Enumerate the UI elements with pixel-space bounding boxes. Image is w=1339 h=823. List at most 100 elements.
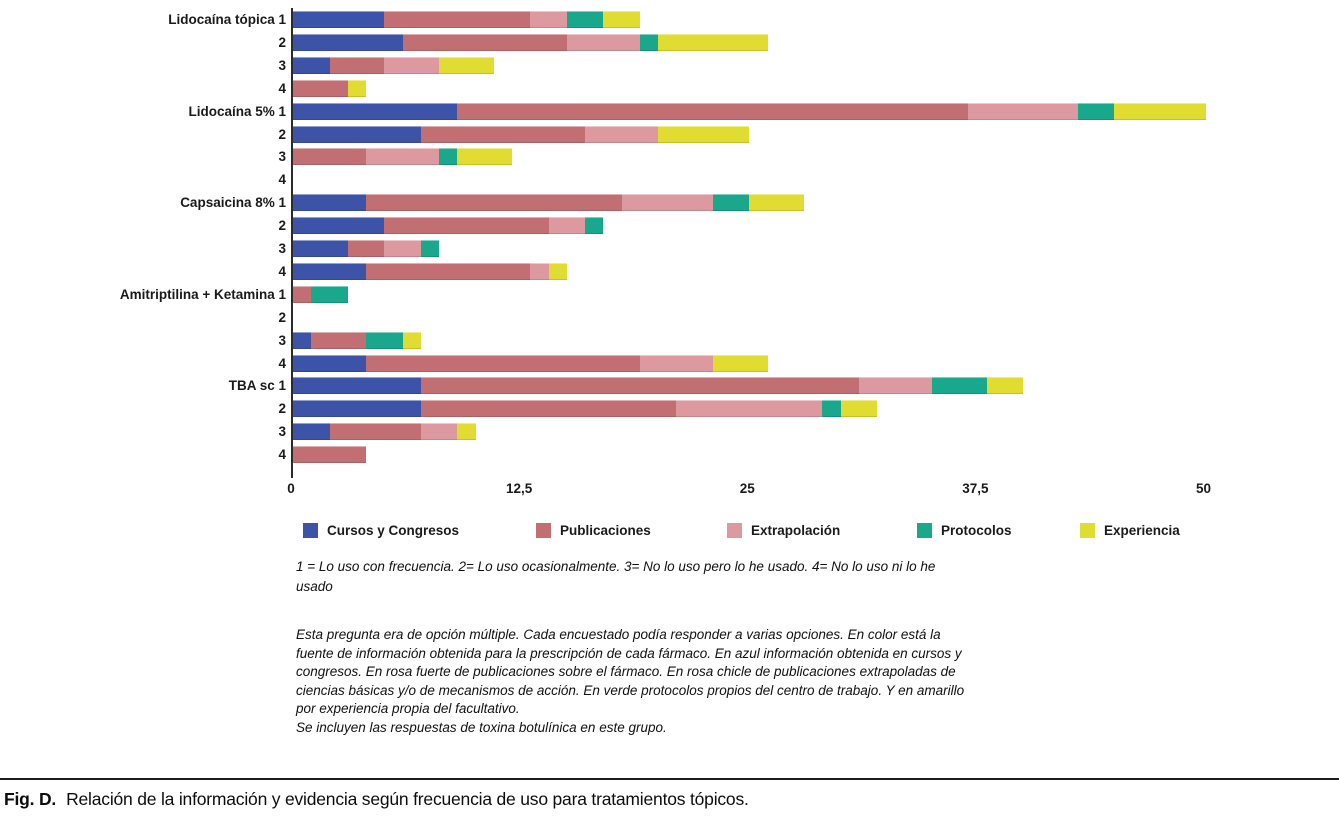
bar-segment-publicaciones — [384, 217, 549, 234]
category-label: Capsaicina 8% 1 — [180, 195, 286, 210]
bar-segment-experiencia — [439, 57, 494, 74]
bar-row — [293, 446, 366, 463]
bar-segment-extrapolaci-n — [366, 148, 439, 165]
bar-segment-cursos-y-congresos — [293, 355, 366, 372]
bar-segment-cursos-y-congresos — [293, 194, 366, 211]
bar-segment-experiencia — [658, 126, 750, 143]
bar-segment-extrapolaci-n — [530, 11, 567, 28]
bar-segment-extrapolaci-n — [639, 355, 713, 372]
category-label: 3 — [278, 333, 286, 348]
bar-segment-extrapolaci-n — [968, 103, 1078, 120]
legend-label: Publicaciones — [560, 522, 651, 538]
bar-segment-cursos-y-congresos — [293, 332, 312, 349]
caption-divider — [0, 778, 1339, 780]
note-line: usado — [296, 579, 333, 594]
y-axis-line — [291, 8, 293, 478]
legend-swatch-icon — [917, 522, 932, 538]
bar-segment-publicaciones — [420, 126, 585, 143]
category-label: 2 — [278, 401, 286, 416]
bar-segment-publicaciones — [366, 263, 531, 280]
bar-segment-experiencia — [749, 194, 804, 211]
figure-caption-label: Fig. D. — [4, 789, 57, 809]
legend-swatch-icon — [303, 522, 318, 538]
bar-segment-publicaciones — [293, 446, 366, 463]
frequency-key-note: 1 = Lo uso con frecuencia. 2= Lo uso oca… — [296, 557, 1216, 597]
bar-segment-publicaciones — [420, 377, 859, 394]
bar-segment-cursos-y-congresos — [293, 34, 403, 51]
bar-segment-experiencia — [712, 355, 768, 372]
bar-segment-extrapolaci-n — [548, 217, 585, 234]
bar-segment-publicaciones — [293, 80, 348, 97]
category-label: 4 — [278, 447, 286, 462]
bar-segment-cursos-y-congresos — [293, 377, 421, 394]
bar-segment-publicaciones — [329, 423, 421, 440]
bar-segment-experiencia — [347, 80, 366, 97]
category-label: 3 — [278, 149, 286, 164]
bar-segment-publicaciones — [420, 400, 677, 417]
bar-row — [293, 34, 768, 51]
bar-segment-experiencia — [457, 423, 476, 440]
bar-segment-experiencia — [603, 11, 640, 28]
bar-segment-extrapolaci-n — [420, 423, 458, 440]
bar-row — [293, 240, 439, 257]
category-label: TBA sc 1 — [228, 378, 286, 393]
figure-caption-text: Relación de la información y evidencia s… — [66, 789, 749, 809]
description-line: Se incluyen las respuestas de toxina bot… — [296, 719, 667, 735]
legend-swatch-icon — [727, 522, 742, 538]
stacked-bar-chart: Lidocaína tópica 1 2 3 4 Lidocaína 5% 1 2 3 4 Ca… — [120, 8, 1211, 496]
bar-segment-publicaciones — [293, 148, 366, 165]
description-line: Esta pregunta era de opción múltiple. Ca… — [296, 627, 941, 642]
bar-row — [293, 400, 877, 417]
bar-row — [293, 80, 366, 97]
legend-item: Experiencia — [1080, 522, 1180, 538]
bar-segment-experiencia — [402, 332, 421, 349]
category-label: 3 — [278, 58, 286, 73]
description-line: por experiencia propia del facultativo. — [296, 701, 520, 716]
bar-segment-publicaciones — [366, 194, 622, 211]
legend-item: Cursos y Congresos — [303, 522, 459, 538]
description-line: fuente de información obtenida para la p… — [296, 645, 962, 661]
legend-item: Publicaciones — [536, 522, 651, 538]
bar-segment-protocolos — [366, 332, 403, 349]
bar-segment-protocolos — [639, 34, 658, 51]
bar-segment-protocolos — [931, 377, 987, 394]
bar-segment-extrapolaci-n — [621, 194, 713, 211]
category-label: 2 — [278, 127, 286, 142]
bar-row — [293, 217, 604, 234]
x-tick-label: 37,5 — [962, 481, 989, 496]
bar-segment-protocolos — [585, 217, 604, 234]
legend-item: Protocolos — [917, 522, 1012, 538]
bar-segment-publicaciones — [347, 240, 385, 257]
figure-description: Esta pregunta era de opción múltiple. Ca… — [296, 626, 1216, 737]
bar-segment-cursos-y-congresos — [293, 263, 366, 280]
bar-segment-protocolos — [822, 400, 841, 417]
category-label: 4 — [278, 81, 286, 96]
bar-segment-extrapolaci-n — [566, 34, 640, 51]
category-label: 3 — [278, 241, 286, 256]
bar-row — [293, 286, 348, 303]
bar-segment-extrapolaci-n — [676, 400, 823, 417]
bar-segment-cursos-y-congresos — [293, 423, 330, 440]
bar-segment-protocolos — [420, 240, 439, 257]
bar-segment-protocolos — [566, 11, 604, 28]
bar-row — [293, 263, 567, 280]
bar-segment-publicaciones — [457, 103, 969, 120]
bar-segment-cursos-y-congresos — [293, 400, 421, 417]
bar-row — [293, 57, 494, 74]
bar-segment-experiencia — [986, 377, 1023, 394]
bar-segment-protocolos — [1077, 103, 1115, 120]
bar-segment-cursos-y-congresos — [293, 11, 385, 28]
category-label: 2 — [278, 310, 286, 325]
category-label: 3 — [278, 424, 286, 439]
legend-label: Experiencia — [1104, 522, 1180, 538]
bar-segment-protocolos — [712, 194, 750, 211]
bar-segment-cursos-y-congresos — [293, 217, 385, 234]
bar-segment-publicaciones — [366, 355, 640, 372]
bar-segment-extrapolaci-n — [585, 126, 658, 143]
note-line: 1 = Lo uso con frecuencia. 2= Lo uso oca… — [296, 559, 936, 574]
category-label: Lidocaína tópica 1 — [168, 12, 286, 27]
bar-segment-extrapolaci-n — [384, 57, 439, 74]
bar-segment-cursos-y-congresos — [293, 103, 458, 120]
category-label: 4 — [278, 264, 286, 279]
